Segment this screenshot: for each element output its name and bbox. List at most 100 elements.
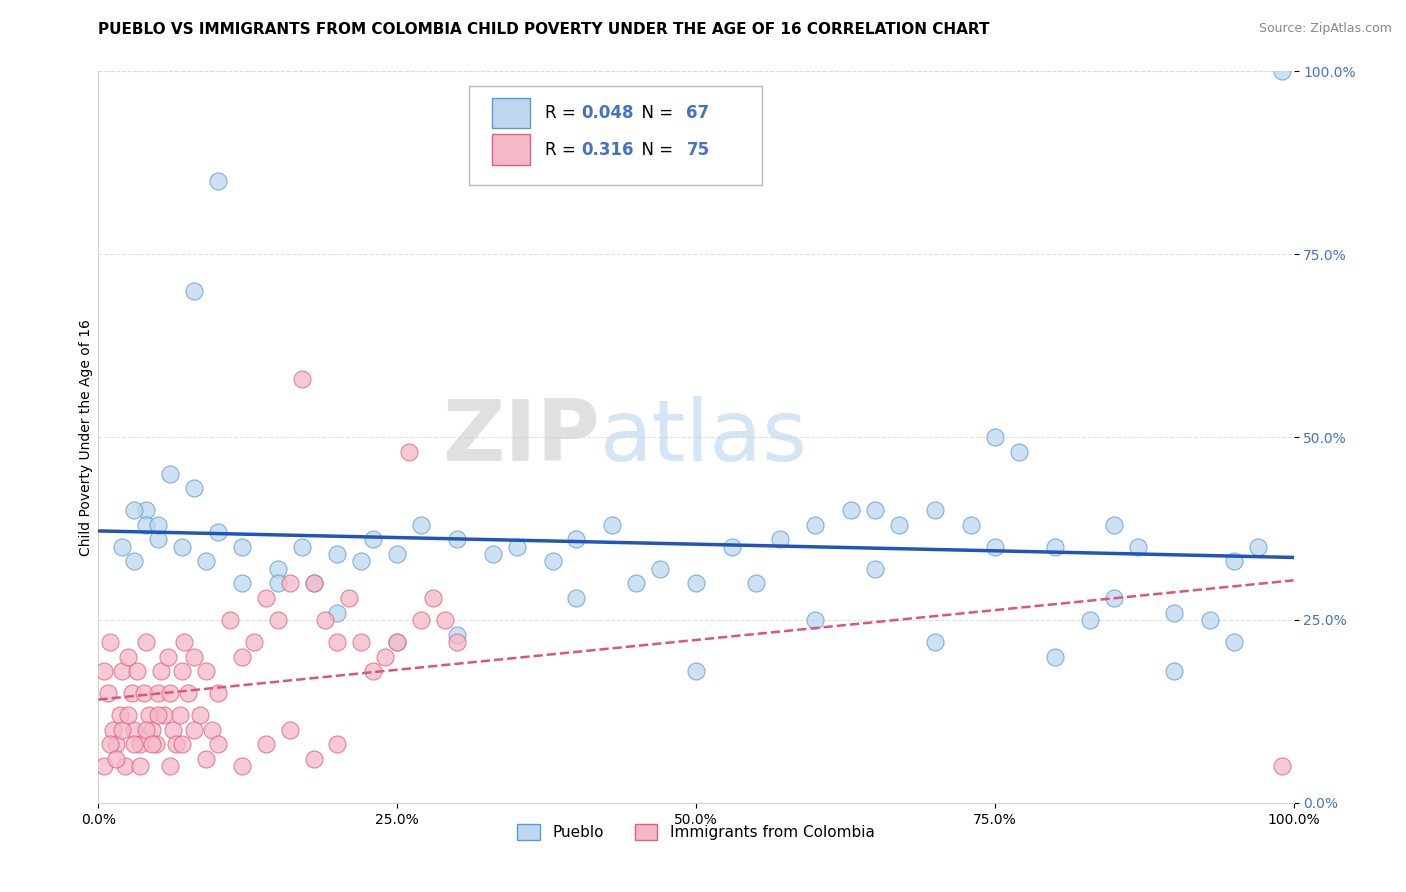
- Point: [446, 635, 468, 649]
- Point: [565, 533, 588, 547]
- Point: [924, 503, 946, 517]
- Point: [1271, 64, 1294, 78]
- Point: [165, 737, 187, 751]
- Point: [804, 517, 827, 532]
- Point: [924, 635, 946, 649]
- Point: [278, 723, 301, 737]
- Point: [446, 627, 468, 641]
- Point: [1163, 664, 1185, 678]
- Point: [172, 540, 194, 554]
- Point: [685, 576, 707, 591]
- Point: [1043, 649, 1066, 664]
- Point: [302, 576, 325, 591]
- Legend: Pueblo, Immigrants from Colombia: Pueblo, Immigrants from Colombia: [512, 818, 880, 847]
- Point: [124, 737, 146, 751]
- Text: 75: 75: [686, 141, 710, 159]
- Point: [1104, 517, 1126, 532]
- Point: [207, 174, 229, 188]
- Point: [159, 759, 181, 773]
- Point: [135, 635, 157, 649]
- Point: [302, 752, 325, 766]
- Point: [446, 533, 468, 547]
- Point: [148, 533, 170, 547]
- Point: [1128, 540, 1150, 554]
- Point: [243, 635, 266, 649]
- Point: [1080, 613, 1102, 627]
- Point: [231, 540, 253, 554]
- Point: [219, 613, 242, 627]
- Point: [98, 635, 122, 649]
- Point: [93, 759, 115, 773]
- Point: [267, 576, 290, 591]
- Point: [685, 664, 707, 678]
- Point: [422, 591, 444, 605]
- Point: [105, 737, 128, 751]
- Point: [1163, 606, 1185, 620]
- Point: [183, 649, 205, 664]
- Point: [148, 517, 170, 532]
- Point: [648, 562, 672, 576]
- Point: [124, 723, 146, 737]
- Text: N =: N =: [631, 141, 679, 159]
- Point: [149, 664, 172, 678]
- Point: [841, 503, 863, 517]
- Point: [124, 503, 146, 517]
- Point: [363, 664, 385, 678]
- Text: R =: R =: [546, 141, 586, 159]
- Point: [231, 759, 253, 773]
- Text: 0.048: 0.048: [581, 104, 634, 122]
- Point: [1247, 540, 1270, 554]
- Point: [481, 547, 505, 561]
- FancyBboxPatch shape: [492, 98, 530, 128]
- Point: [135, 723, 157, 737]
- Point: [1223, 635, 1246, 649]
- Point: [207, 686, 229, 700]
- Point: [159, 686, 181, 700]
- Point: [101, 723, 124, 737]
- Point: [267, 613, 290, 627]
- Point: [804, 613, 827, 627]
- Point: [984, 540, 1007, 554]
- Point: [721, 540, 744, 554]
- Point: [183, 723, 205, 737]
- Point: [254, 591, 277, 605]
- Point: [129, 759, 152, 773]
- Point: [434, 613, 457, 627]
- Point: [1043, 540, 1066, 554]
- Point: [97, 686, 120, 700]
- Point: [177, 686, 200, 700]
- Point: [1199, 613, 1222, 627]
- Point: [602, 517, 624, 532]
- Point: [145, 737, 167, 751]
- Point: [195, 664, 218, 678]
- Point: [141, 737, 163, 751]
- Point: [350, 554, 373, 568]
- Point: [745, 576, 768, 591]
- Point: [1271, 759, 1294, 773]
- Point: [411, 613, 433, 627]
- Point: [201, 723, 224, 737]
- Point: [350, 635, 373, 649]
- Point: [865, 503, 887, 517]
- Point: [172, 737, 194, 751]
- Point: [159, 467, 181, 481]
- Point: [156, 649, 179, 664]
- Point: [541, 554, 564, 568]
- Point: [125, 664, 148, 678]
- Point: [1223, 554, 1246, 568]
- Point: [363, 533, 385, 547]
- Point: [135, 503, 157, 517]
- Point: [129, 737, 152, 751]
- Point: [506, 540, 529, 554]
- Point: [153, 708, 176, 723]
- Point: [326, 737, 349, 751]
- Point: [326, 547, 349, 561]
- Point: [231, 576, 253, 591]
- Point: [626, 576, 648, 591]
- FancyBboxPatch shape: [470, 86, 762, 185]
- Point: [148, 708, 170, 723]
- Y-axis label: Child Poverty Under the Age of 16: Child Poverty Under the Age of 16: [79, 318, 93, 556]
- Point: [291, 371, 314, 385]
- Point: [385, 635, 409, 649]
- Point: [169, 708, 191, 723]
